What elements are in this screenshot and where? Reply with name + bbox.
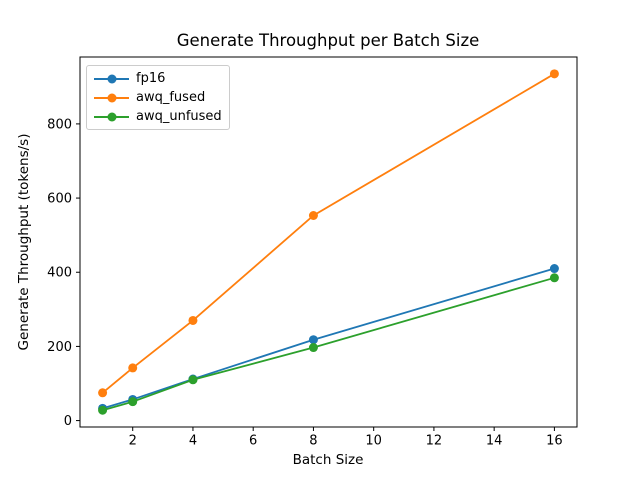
legend-item-awq_fused: awq_fused bbox=[87, 89, 229, 107]
data-point-awq_fused-x2 bbox=[128, 363, 138, 373]
x-tick-label: 12 bbox=[426, 434, 443, 449]
x-tick-label: 2 bbox=[129, 434, 137, 449]
data-point-awq_unfused-x1 bbox=[98, 405, 108, 415]
data-point-awq_unfused-x8 bbox=[308, 343, 318, 353]
legend-label-fp16: fp16 bbox=[136, 71, 166, 86]
data-point-awq_fused-x1 bbox=[98, 388, 108, 398]
y-tick-label: 200 bbox=[47, 340, 72, 355]
legend-label-awq_fused: awq_fused bbox=[136, 90, 206, 105]
y-tick-label: 600 bbox=[47, 192, 72, 207]
data-point-fp16-x16 bbox=[549, 264, 559, 274]
x-tick-label: 10 bbox=[365, 434, 382, 449]
x-axis-label: Batch Size bbox=[292, 452, 364, 468]
y-tick-label: 0 bbox=[64, 414, 72, 429]
chart-title: Generate Throughput per Batch Size bbox=[176, 31, 480, 50]
y-axis-label: Generate Throughput (tokens/s) bbox=[16, 133, 32, 351]
data-point-awq_unfused-x4 bbox=[188, 375, 198, 385]
legend-item-awq_unfused: awq_unfused bbox=[87, 108, 229, 126]
x-tick-label: 16 bbox=[546, 434, 563, 449]
x-tick-label: 4 bbox=[189, 434, 197, 449]
x-tick-label: 6 bbox=[249, 434, 257, 449]
data-point-awq_fused-x8 bbox=[308, 211, 318, 221]
legend-label-awq_unfused: awq_unfused bbox=[136, 109, 222, 124]
legend-marker-icon-fp16 bbox=[94, 73, 129, 85]
y-tick-label: 800 bbox=[47, 117, 72, 132]
data-point-fp16-x8 bbox=[308, 335, 318, 345]
series-line-awq_unfused bbox=[102, 276, 555, 412]
x-tick-label: 14 bbox=[486, 434, 503, 449]
data-point-awq_fused-x4 bbox=[188, 315, 198, 325]
y-tick-label: 400 bbox=[47, 266, 72, 281]
legend-marker-icon-awq_fused bbox=[94, 92, 129, 104]
x-tick-label: 8 bbox=[309, 434, 317, 449]
data-point-awq_fused-x16 bbox=[549, 69, 559, 79]
legend-marker-icon-awq_unfused bbox=[94, 111, 129, 123]
data-point-awq_unfused-x2 bbox=[128, 397, 138, 407]
legend: fp16 awq_fused awq_unfused bbox=[86, 65, 230, 130]
data-point-awq_unfused-x16 bbox=[549, 273, 559, 283]
legend-item-fp16: fp16 bbox=[87, 70, 229, 88]
axes-frame bbox=[79, 56, 578, 428]
